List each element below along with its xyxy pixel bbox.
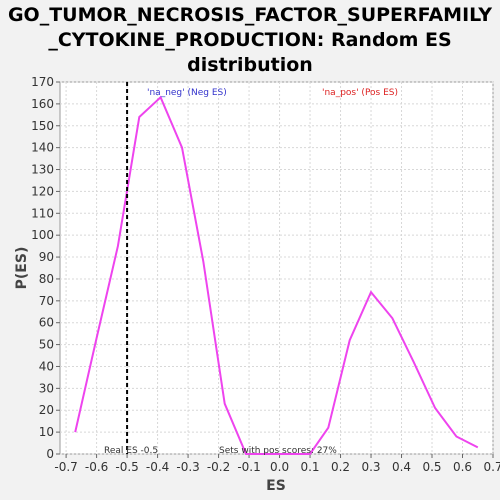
x-tick-label: 0.0	[270, 460, 289, 474]
x-tick-label: 0.6	[453, 460, 472, 474]
x-tick-label: -0.5	[115, 460, 138, 474]
grid-lines	[60, 81, 494, 455]
y-tick-label: 170	[31, 75, 54, 89]
y-tick-label: 90	[39, 250, 54, 264]
x-axis-label: ES	[266, 478, 286, 494]
x-tick-label: -0.1	[237, 460, 260, 474]
chart-title-line-1: GO_TUMOR_NECROSIS_FACTOR_SUPERFAMILY	[7, 4, 493, 26]
x-tick-label: 0.5	[422, 460, 441, 474]
y-tick-label: 140	[31, 141, 54, 155]
y-tick-label: 10	[39, 425, 54, 439]
x-tick-label: 0.7	[483, 460, 500, 474]
y-tick-label: 20	[39, 403, 54, 417]
x-tick-label: -0.3	[176, 460, 199, 474]
y-tick-label: 130	[31, 163, 54, 177]
x-axis-ticks: -0.7 -0.6 -0.5 -0.4 -0.3 -0.2 -0.1 0.0 0.1 0.2 0.3…	[54, 454, 500, 474]
plot-area	[59, 81, 494, 455]
x-tick-label: -0.2	[207, 460, 230, 474]
y-tick-label: 150	[31, 119, 54, 133]
y-tick-label: 50	[39, 338, 54, 352]
x-tick-label: 0.4	[392, 460, 411, 474]
chart-title-line-2: _CYTOKINE_PRODUCTION: Random ES	[48, 29, 452, 51]
x-tick-label: -0.7	[54, 460, 77, 474]
y-tick-label: 60	[39, 316, 54, 330]
chart-title-line-3: distribution	[187, 54, 313, 76]
y-tick-label: 80	[39, 272, 54, 286]
y-axis-label: P(ES)	[14, 247, 30, 290]
x-tick-label: 0.1	[300, 460, 319, 474]
y-tick-label: 30	[39, 381, 54, 395]
x-tick-label: 0.2	[331, 460, 350, 474]
pos-scores-annotation: Sets with pos scores: 27%	[219, 446, 337, 456]
y-tick-label: 0	[46, 447, 54, 461]
es-distribution-line	[74, 95, 479, 455]
legend-neg-label: 'na_neg' (Neg ES)	[147, 88, 227, 98]
x-tick-label: -0.6	[85, 460, 108, 474]
x-tick-label: 0.3	[361, 460, 380, 474]
y-tick-label: 120	[31, 184, 54, 198]
y-tick-label: 100	[31, 228, 54, 242]
real-es-annotation: Real ES -0.5	[104, 446, 158, 456]
legend-pos-label: 'na_pos' (Pos ES)	[322, 88, 398, 98]
y-axis-ticks: 0 10 20 30 40 50 60 70 80 90 100 110 120 130 140 150 160…	[31, 75, 60, 461]
chart-title: GO_TUMOR_NECROSIS_FACTOR_SUPERFAMILY _CY…	[0, 3, 500, 78]
y-tick-label: 40	[39, 359, 54, 373]
y-tick-label: 160	[31, 97, 54, 111]
x-tick-label: -0.4	[146, 460, 169, 474]
y-tick-label: 110	[31, 206, 54, 220]
y-tick-label: 70	[39, 294, 54, 308]
